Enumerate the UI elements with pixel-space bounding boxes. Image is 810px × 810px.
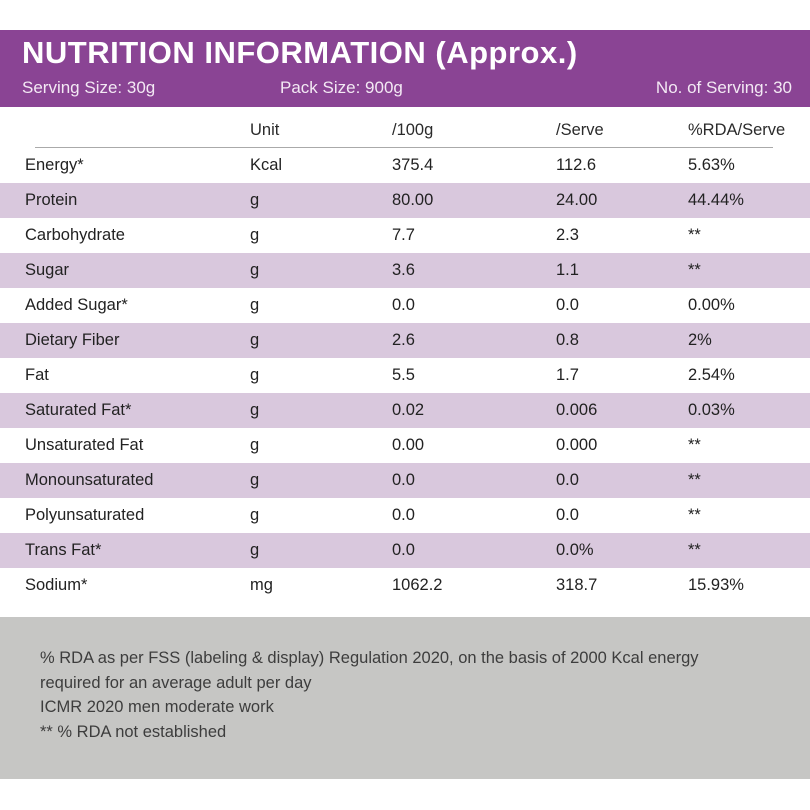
per100g-cell: 0.0 [392, 296, 415, 314]
footnote-line: ** % RDA not established [40, 722, 227, 741]
perserve-cell: 0.0 [556, 296, 579, 314]
column-header-perserve: /Serve [556, 121, 604, 139]
table-row: Sugar g 3.6 1.1 ** [0, 253, 810, 288]
per100g-cell: 375.4 [392, 156, 434, 174]
rda-cell: ** [688, 261, 701, 279]
table-row: Protein g 80.00 24.00 44.44% [0, 183, 810, 218]
table-row: Saturated Fat* g 0.02 0.006 0.03% [0, 393, 810, 428]
rda-cell: 2% [688, 331, 712, 349]
nutrient-cell: Unsaturated Fat [25, 436, 144, 454]
per100g-cell: 0.0 [392, 471, 415, 489]
column-header-unit: Unit [250, 121, 280, 139]
per100g-cell: 7.7 [392, 226, 415, 244]
table-row: Monounsaturated g 0.0 0.0 ** [0, 463, 810, 498]
perserve-cell: 0.0% [556, 541, 594, 559]
table-header-row: Unit /100g /Serve %RDA/Serve [0, 113, 810, 148]
nutrient-cell: Added Sugar* [25, 296, 128, 314]
nutrient-cell: Polyunsaturated [25, 506, 145, 524]
unit-cell: g [250, 366, 260, 384]
unit-cell: g [250, 261, 260, 279]
per100g-cell: 0.0 [392, 541, 415, 559]
nutrient-cell: Trans Fat* [25, 541, 102, 559]
per100g-cell: 0.0 [392, 506, 415, 524]
table-row: Sodium* mg 1062.2 318.7 15.93% [0, 568, 810, 603]
perserve-cell: 0.8 [556, 331, 579, 349]
unit-cell: g [250, 541, 260, 559]
nutrition-table: Unit /100g /Serve %RDA/Serve Energy* Kca… [0, 113, 810, 603]
rda-cell: ** [688, 471, 701, 489]
per100g-cell: 0.00 [392, 436, 425, 454]
nutrient-cell: Monounsaturated [25, 471, 154, 489]
perserve-cell: 0.0 [556, 471, 579, 489]
perserve-cell: 0.000 [556, 436, 598, 454]
perserve-cell: 1.1 [556, 261, 579, 279]
table-row: Polyunsaturated g 0.0 0.0 ** [0, 498, 810, 533]
nutrient-cell: Fat [25, 366, 49, 384]
perserve-cell: 0.006 [556, 401, 598, 419]
header-banner: NUTRITION INFORMATION (Approx.) Serving … [0, 30, 810, 107]
footnotes-panel: % RDA as per FSS (labeling & display) Re… [0, 617, 810, 779]
unit-cell: Kcal [250, 156, 283, 174]
rda-cell: ** [688, 226, 701, 244]
per100g-cell: 80.00 [392, 191, 434, 209]
perserve-cell: 24.00 [556, 191, 598, 209]
nutrient-cell: Saturated Fat* [25, 401, 132, 419]
pack-size-label: Pack Size: 900g [280, 78, 403, 97]
table-row: Dietary Fiber g 2.6 0.8 2% [0, 323, 810, 358]
rda-cell: 0.00% [688, 296, 735, 314]
table-row: Added Sugar* g 0.0 0.0 0.00% [0, 288, 810, 323]
rda-cell: ** [688, 506, 701, 524]
unit-cell: g [250, 436, 260, 454]
rda-cell: ** [688, 541, 701, 559]
rda-cell: ** [688, 436, 701, 454]
nutrient-cell: Protein [25, 191, 78, 209]
per100g-cell: 5.5 [392, 366, 415, 384]
table-row: Unsaturated Fat g 0.00 0.000 ** [0, 428, 810, 463]
perserve-cell: 1.7 [556, 366, 579, 384]
unit-cell: g [250, 506, 260, 524]
nutrient-cell: Sugar [25, 261, 70, 279]
unit-cell: g [250, 401, 260, 419]
unit-cell: g [250, 226, 260, 244]
perserve-cell: 2.3 [556, 226, 579, 244]
no-of-serving-label: No. of Serving: 30 [655, 78, 792, 97]
table-row: Fat g 5.5 1.7 2.54% [0, 358, 810, 393]
footnote-line: required for an average adult per day [40, 673, 312, 692]
nutrient-cell: Dietary Fiber [25, 331, 120, 349]
rda-cell: 15.93% [688, 576, 744, 594]
unit-cell: g [250, 331, 260, 349]
perserve-cell: 112.6 [556, 156, 597, 174]
table-body: Energy* Kcal 375.4 112.6 5.63% Protein g… [0, 148, 810, 603]
rda-cell: 2.54% [688, 366, 735, 384]
unit-cell: g [250, 471, 260, 489]
rda-cell: 44.44% [688, 191, 744, 209]
per100g-cell: 3.6 [392, 261, 415, 279]
per100g-cell: 0.02 [392, 401, 425, 419]
nutrient-cell: Energy* [25, 156, 84, 174]
rda-cell: 0.03% [688, 401, 735, 419]
column-header-per100g: /100g [392, 121, 434, 139]
nutrient-cell: Carbohydrate [25, 226, 125, 244]
rda-cell: 5.63% [688, 156, 735, 174]
page-title: NUTRITION INFORMATION (Approx.) [22, 35, 578, 70]
perserve-cell: 318.7 [556, 576, 598, 594]
per100g-cell: 1062.2 [392, 576, 443, 594]
serving-size-label: Serving Size: 30g [22, 78, 156, 97]
unit-cell: mg [250, 576, 273, 594]
footnote-line: % RDA as per FSS (labeling & display) Re… [40, 649, 699, 667]
footnote-line: ICMR 2020 men moderate work [40, 698, 274, 716]
column-header-rda: %RDA/Serve [688, 121, 786, 139]
per100g-cell: 2.6 [392, 331, 415, 349]
nutrient-cell: Sodium* [25, 576, 88, 594]
table-row: Trans Fat* g 0.0 0.0% ** [0, 533, 810, 568]
unit-cell: g [250, 296, 260, 314]
unit-cell: g [250, 191, 260, 209]
table-row: Carbohydrate g 7.7 2.3 ** [0, 218, 810, 253]
table-row: Energy* Kcal 375.4 112.6 5.63% [0, 148, 810, 183]
perserve-cell: 0.0 [556, 506, 579, 524]
